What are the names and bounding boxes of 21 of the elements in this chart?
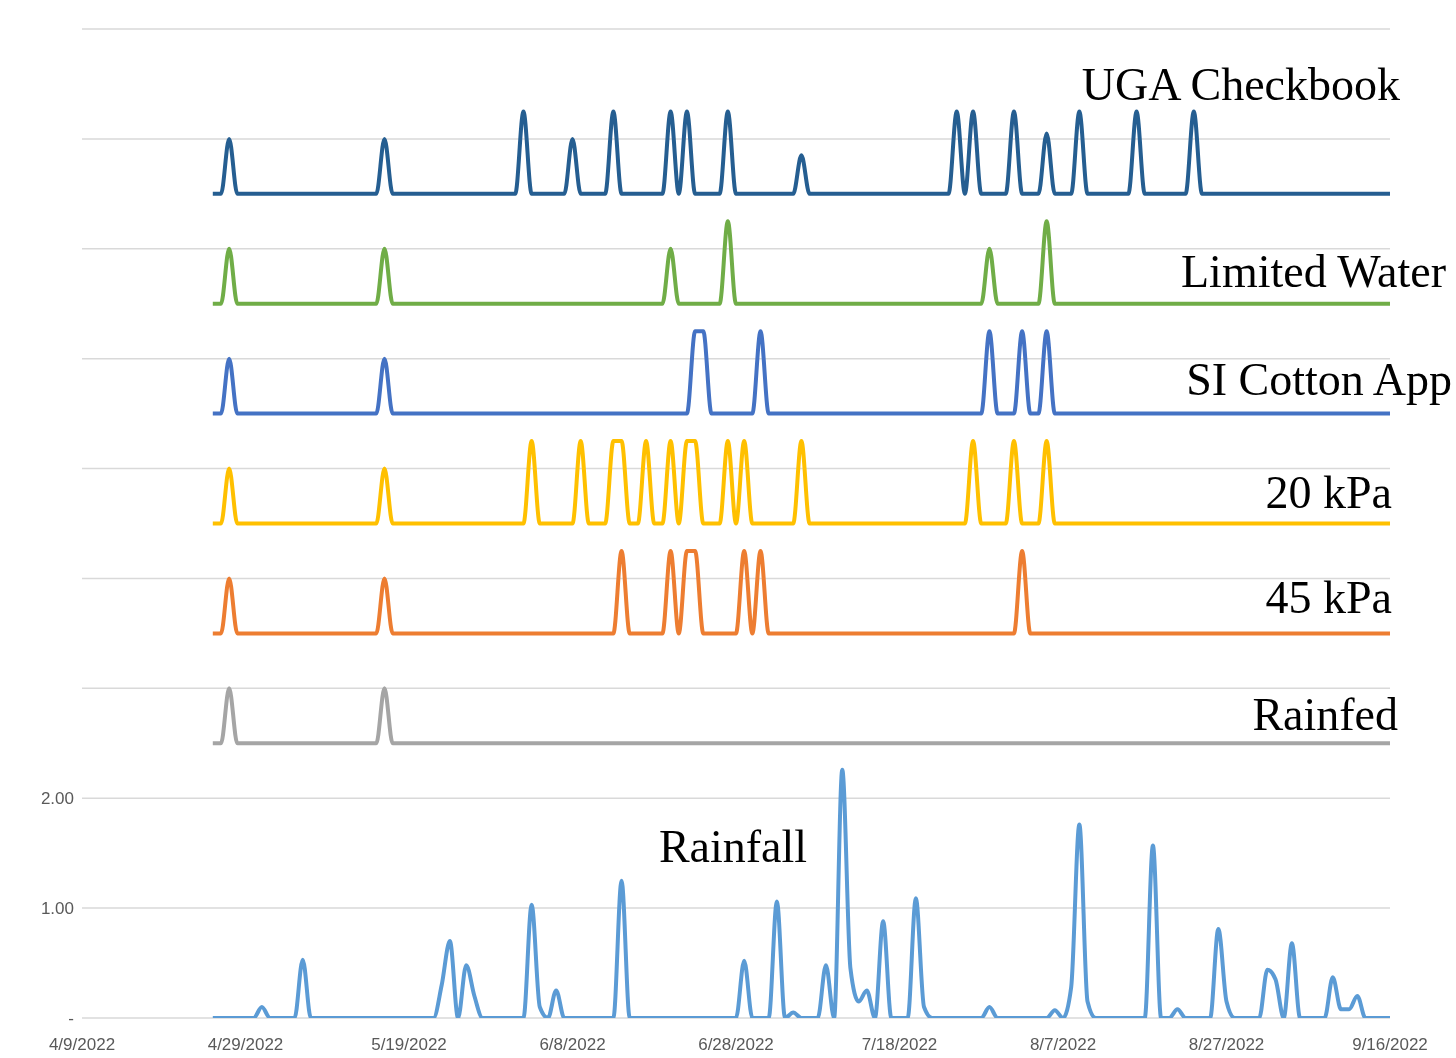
series-label: SI Cotton App	[1186, 354, 1452, 405]
series-label: Rainfed	[1252, 689, 1398, 740]
series-label: Rainfall	[658, 821, 808, 872]
x-tick-label: 6/28/2022	[698, 1035, 774, 1054]
x-tick-label: 4/29/2022	[207, 1035, 284, 1054]
x-tick-label: 4/9/2022	[48, 1035, 116, 1054]
series-label: UGA Checkbook	[1081, 59, 1400, 110]
series-label: Limited Water	[1181, 246, 1446, 297]
line-series	[210, 109, 1390, 196]
y-tick-label: 2.00	[40, 789, 74, 809]
x-tick-label: 7/18/2022	[861, 1035, 938, 1054]
x-tick-label: 6/8/2022	[539, 1035, 606, 1054]
x-tick-label: 8/7/2022	[1029, 1035, 1097, 1054]
series-label: 20 kPa	[1265, 467, 1392, 518]
y-tick-label: -	[68, 1009, 74, 1028]
x-tick-label: 9/16/2022	[1352, 1035, 1428, 1054]
y-tick-label: 1.00	[40, 899, 74, 919]
x-tick-label: 5/19/2022	[371, 1035, 447, 1054]
series-label: 45 kPa	[1265, 572, 1392, 623]
line-series	[210, 767, 1390, 1018]
x-tick-label: 8/27/2022	[1188, 1035, 1265, 1054]
